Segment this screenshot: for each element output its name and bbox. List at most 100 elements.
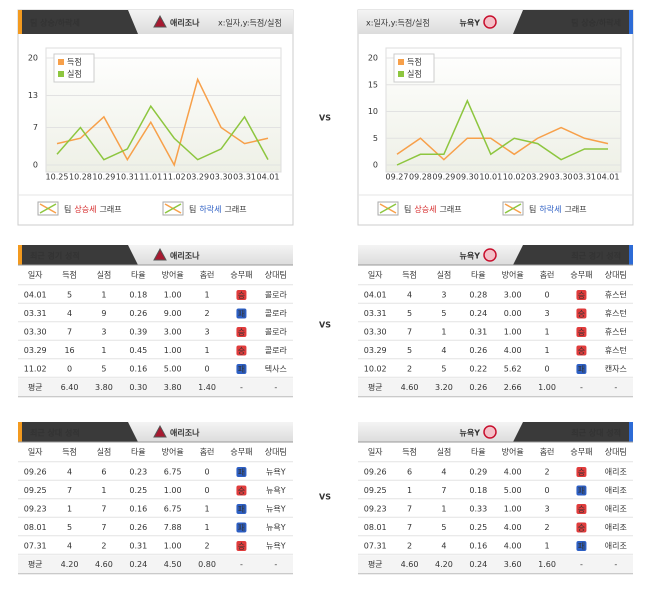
cell: 2 — [205, 309, 210, 318]
cell: 0.18 — [129, 291, 147, 300]
vs-label: VS — [319, 114, 331, 123]
x-tick-label: 10.29 — [92, 173, 115, 182]
cell: 6 — [407, 468, 412, 477]
result-text: 패 — [578, 486, 585, 496]
result-text: 승 — [578, 347, 585, 356]
x-tick-label: 10.25 — [46, 173, 69, 182]
result-text: 승 — [578, 468, 585, 477]
cell: 5 — [407, 309, 412, 318]
legend-label: 득점 — [407, 57, 422, 67]
cell: 0.31 — [469, 328, 487, 337]
cell: 2 — [545, 468, 550, 477]
result-text: 승 — [578, 291, 585, 300]
result-text: 승 — [238, 347, 245, 356]
cell: 1 — [67, 505, 72, 514]
cell: 1 — [205, 505, 210, 514]
cell: 0.29 — [469, 468, 487, 477]
cell: 4.60 — [401, 560, 419, 569]
column-header: 타율 — [471, 448, 486, 457]
cell: 0.26 — [469, 383, 487, 392]
result-badge — [576, 345, 587, 356]
result-text: 승 — [238, 542, 245, 551]
cell: 4 — [441, 468, 446, 477]
cell: 휴스턴 — [605, 345, 627, 355]
header-tab — [18, 10, 138, 34]
x-tick-label: 10.02 — [503, 173, 526, 182]
y-tick-label: 15 — [368, 80, 378, 89]
team-name: 뉴욕Y — [459, 251, 480, 261]
cell: 3.00 — [164, 328, 182, 337]
cell: 4.20 — [435, 560, 453, 569]
cell: 0 — [205, 486, 210, 495]
cell: 08.01 — [24, 523, 47, 532]
cell: 7 — [441, 486, 446, 495]
team-name: 뉴욕Y — [459, 18, 480, 28]
cell: 04.01 — [24, 291, 47, 300]
axis-note: x:일자,y:득점/실점 — [366, 18, 430, 28]
cell: 3 — [545, 309, 550, 318]
vs-label: VS — [319, 493, 331, 502]
result-badge — [576, 504, 587, 514]
header-title: 최근 경기 성적 — [30, 251, 80, 261]
cell: 2 — [205, 542, 210, 551]
cell: 03.29 — [24, 346, 47, 355]
series-line — [396, 98, 608, 166]
x-tick-label: 03.30 — [210, 173, 233, 182]
cell: 애리조 — [605, 486, 627, 495]
x-tick-label: 09.30 — [456, 173, 479, 182]
series-line — [56, 77, 269, 167]
result-badge — [236, 522, 247, 533]
y-tick-label: 7 — [33, 123, 38, 132]
legend-box — [393, 53, 435, 83]
team-name: 애리조나 — [170, 251, 200, 261]
cell: 0.45 — [129, 346, 147, 355]
cell: 09.25 — [24, 486, 47, 495]
column-header: 방어율 — [502, 447, 524, 457]
result-text: 패 — [238, 309, 245, 319]
cell: 2 — [407, 365, 412, 374]
y-tick-label: 0 — [33, 161, 38, 170]
team-name: 뉴욕Y — [459, 428, 480, 438]
column-header: 타율 — [131, 448, 146, 457]
x-tick-label: 04.01 — [597, 173, 620, 182]
y-tick-label: 0 — [373, 161, 378, 170]
cell: 10.02 — [364, 365, 387, 374]
cell: 09.23 — [364, 505, 387, 514]
cell: 5.00 — [504, 486, 522, 495]
cell: 3 — [441, 291, 446, 300]
column-header: 홈런 — [540, 270, 555, 280]
cell: 7 — [67, 486, 72, 495]
x-tick-label: 09.29 — [432, 173, 455, 182]
legend-box — [53, 53, 95, 83]
legend-text: 팀 하락세 그래프 — [189, 204, 247, 214]
result-text: 승 — [578, 524, 585, 533]
team-logo — [483, 15, 497, 29]
result-text: 패 — [238, 364, 245, 374]
cell: 4.50 — [164, 560, 182, 569]
result-badge — [236, 485, 247, 496]
column-header: 타율 — [131, 271, 146, 280]
cell: 0.30 — [129, 383, 147, 392]
cell: 0 — [545, 486, 550, 495]
team-logo — [153, 424, 167, 438]
cell: 9 — [101, 309, 106, 318]
cell: 4.60 — [95, 560, 113, 569]
cell: 0.25 — [469, 523, 487, 532]
header-tab — [513, 10, 633, 34]
cell: 0.26 — [129, 309, 147, 318]
result-text: 승 — [578, 310, 585, 319]
cell: 1 — [205, 291, 210, 300]
cell: 0.26 — [129, 523, 147, 532]
legend-highlight: 하락세 — [539, 204, 561, 214]
cell: 0.25 — [129, 486, 147, 495]
cell: 뉴욕Y — [266, 523, 286, 532]
cell: 4 — [441, 542, 446, 551]
column-header: 타율 — [471, 271, 486, 280]
cell: 1.00 — [164, 291, 182, 300]
result-text: 승 — [238, 487, 245, 496]
cell: 3.00 — [504, 291, 522, 300]
cell: 0.28 — [469, 291, 487, 300]
cell: 0 — [205, 468, 210, 477]
cell: 5 — [67, 523, 72, 532]
